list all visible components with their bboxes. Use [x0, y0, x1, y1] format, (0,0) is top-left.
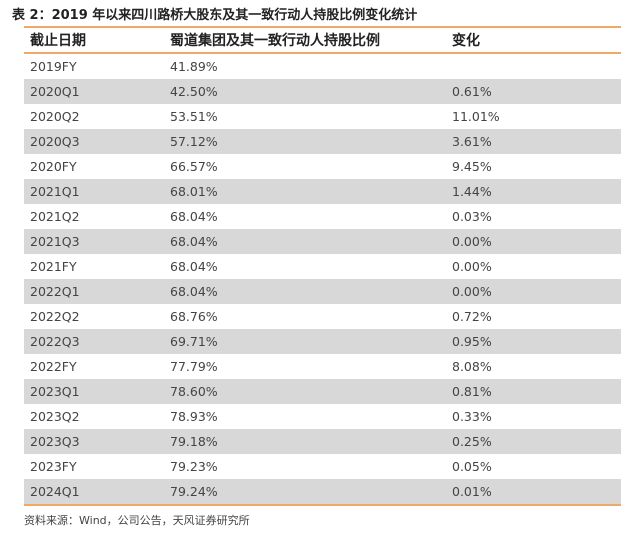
cell-change: 0.00%	[452, 234, 492, 249]
cell-change: 0.00%	[452, 284, 492, 299]
cell-ratio: 68.76%	[170, 309, 218, 324]
cell-ratio: 77.79%	[170, 359, 218, 374]
cell-change: 9.45%	[452, 159, 492, 174]
cell-ratio: 68.01%	[170, 184, 218, 199]
cell-change: 0.72%	[452, 309, 492, 324]
cell-date: 2022Q1	[30, 284, 80, 299]
header-ratio: 蜀道集团及其一致行动人持股比例	[170, 33, 380, 49]
cell-change: 0.05%	[452, 459, 492, 474]
cell-ratio: 66.57%	[170, 159, 218, 174]
table-body: 2019FY 41.89% 2020Q1 42.50% 0.61% 2020Q2 53.51…	[24, 54, 621, 504]
table-row: 2023Q2 78.93% 0.33%	[24, 404, 621, 429]
cell-ratio: 57.12%	[170, 134, 218, 149]
cell-date: 2023Q3	[30, 434, 80, 449]
cell-ratio: 68.04%	[170, 234, 218, 249]
cell-ratio: 79.18%	[170, 434, 218, 449]
cell-ratio: 79.23%	[170, 459, 218, 474]
cell-date: 2022Q2	[30, 309, 80, 324]
table-row: 2022Q2 68.76% 0.72%	[24, 304, 621, 329]
cell-change: 0.33%	[452, 409, 492, 424]
table-row: 2021Q3 68.04% 0.00%	[24, 229, 621, 254]
table-row: 2022FY 77.79% 8.08%	[24, 354, 621, 379]
cell-ratio: 68.04%	[170, 259, 218, 274]
cell-date: 2023FY	[30, 459, 77, 474]
table-row: 2021Q2 68.04% 0.03%	[24, 204, 621, 229]
cell-date: 2022Q3	[30, 334, 80, 349]
table-row: 2021Q1 68.01% 1.44%	[24, 179, 621, 204]
table-row: 2023Q3 79.18% 0.25%	[24, 429, 621, 454]
cell-date: 2024Q1	[30, 484, 80, 499]
cell-date: 2020Q2	[30, 109, 80, 124]
cell-change: 11.01%	[452, 109, 500, 124]
cell-change: 8.08%	[452, 359, 492, 374]
table-row: 2020Q1 42.50% 0.61%	[24, 79, 621, 104]
cell-ratio: 78.93%	[170, 409, 218, 424]
table-row: 2024Q1 79.24% 0.01%	[24, 479, 621, 504]
table-header: 截止日期 蜀道集团及其一致行动人持股比例 变化	[24, 26, 621, 54]
cell-change: 0.25%	[452, 434, 492, 449]
cell-change: 1.44%	[452, 184, 492, 199]
cell-ratio: 69.71%	[170, 334, 218, 349]
table-row: 2020Q2 53.51% 11.01%	[24, 104, 621, 129]
cell-date: 2023Q2	[30, 409, 80, 424]
cell-date: 2020FY	[30, 159, 77, 174]
table-row: 2023FY 79.23% 0.05%	[24, 454, 621, 479]
cell-change: 0.03%	[452, 209, 492, 224]
cell-date: 2021FY	[30, 259, 77, 274]
cell-date: 2020Q3	[30, 134, 80, 149]
cell-ratio: 79.24%	[170, 484, 218, 499]
table-bottom-rule	[24, 504, 621, 506]
table-row: 2019FY 41.89%	[24, 54, 621, 79]
cell-change: 3.61%	[452, 134, 492, 149]
table-row: 2022Q1 68.04% 0.00%	[24, 279, 621, 304]
cell-ratio: 68.04%	[170, 209, 218, 224]
cell-change: 0.61%	[452, 84, 492, 99]
cell-ratio: 42.50%	[170, 84, 218, 99]
cell-change: 0.00%	[452, 259, 492, 274]
cell-ratio: 78.60%	[170, 384, 218, 399]
header-change: 变化	[452, 33, 480, 49]
cell-ratio: 41.89%	[170, 59, 218, 74]
source-note: 资料来源：Wind，公司公告，天风证券研究所	[24, 514, 250, 527]
cell-change: 0.01%	[452, 484, 492, 499]
cell-change: 0.81%	[452, 384, 492, 399]
table-row: 2023Q1 78.60% 0.81%	[24, 379, 621, 404]
table-row: 2020Q3 57.12% 3.61%	[24, 129, 621, 154]
cell-date: 2021Q3	[30, 234, 80, 249]
cell-date: 2021Q1	[30, 184, 80, 199]
cell-change: 0.95%	[452, 334, 492, 349]
table-row: 2022Q3 69.71% 0.95%	[24, 329, 621, 354]
cell-ratio: 53.51%	[170, 109, 218, 124]
table-row: 2020FY 66.57% 9.45%	[24, 154, 621, 179]
cell-date: 2021Q2	[30, 209, 80, 224]
cell-date: 2019FY	[30, 59, 77, 74]
cell-date: 2023Q1	[30, 384, 80, 399]
table-row: 2021FY 68.04% 0.00%	[24, 254, 621, 279]
cell-ratio: 68.04%	[170, 284, 218, 299]
shareholding-table: 截止日期 蜀道集团及其一致行动人持股比例 变化 2019FY 41.89% 2020…	[24, 26, 621, 506]
table-caption: 表 2：2019 年以来四川路桥大股东及其一致行动人持股比例变化统计	[12, 8, 418, 23]
cell-date: 2022FY	[30, 359, 77, 374]
cell-date: 2020Q1	[30, 84, 80, 99]
header-date: 截止日期	[30, 33, 86, 49]
